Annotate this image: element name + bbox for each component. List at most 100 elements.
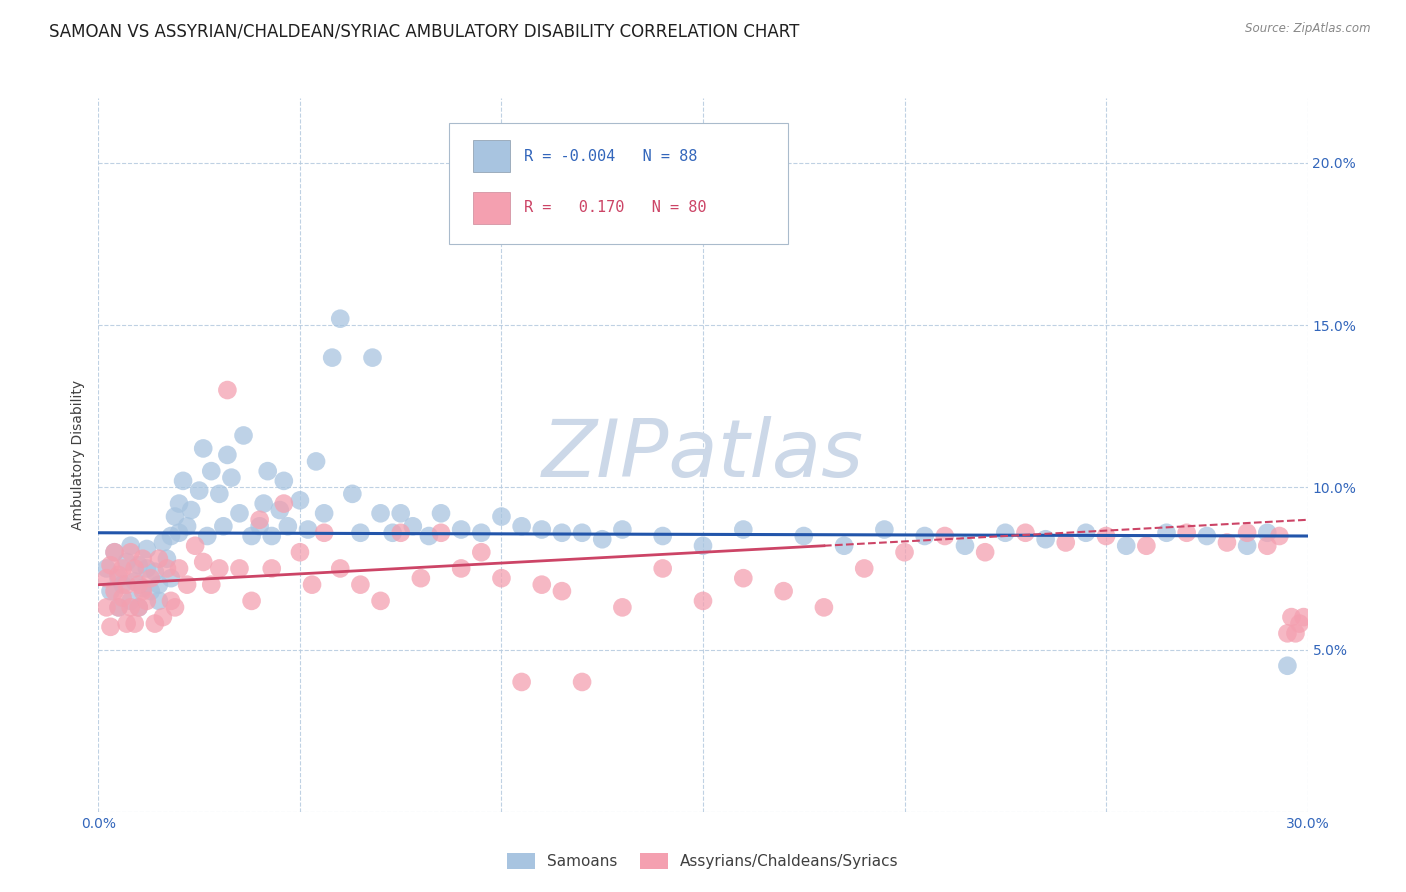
Point [301, 577, 323, 591]
Point [1135, 539, 1157, 553]
Point [733, 523, 755, 537]
Point [167, 561, 190, 575]
Point [612, 600, 634, 615]
Point [156, 561, 179, 575]
Point [96, 571, 118, 585]
Point [132, 581, 155, 595]
Point [124, 574, 146, 589]
Point [107, 600, 129, 615]
Point [934, 529, 956, 543]
Point [418, 529, 440, 543]
Point [200, 464, 222, 478]
Point [551, 525, 574, 540]
Point [240, 529, 263, 543]
Point [107, 568, 129, 582]
Point [143, 616, 166, 631]
Point [232, 428, 254, 442]
Point [314, 506, 336, 520]
Point [124, 561, 146, 575]
Point [128, 558, 150, 573]
Y-axis label: Ambulatory Disability: Ambulatory Disability [72, 380, 86, 530]
Point [217, 448, 239, 462]
Point [1095, 529, 1118, 543]
Point [832, 539, 855, 553]
Point [139, 571, 162, 585]
Point [160, 529, 183, 543]
Point [1284, 626, 1306, 640]
Point [256, 464, 278, 478]
Point [1175, 525, 1198, 540]
Text: R =   0.170   N = 80: R = 0.170 N = 80 [524, 200, 707, 215]
Point [167, 525, 190, 540]
Point [96, 600, 118, 615]
Point [132, 584, 155, 599]
Point [152, 535, 174, 549]
Point [389, 525, 412, 540]
Point [208, 487, 231, 501]
Point [297, 523, 319, 537]
Point [430, 525, 453, 540]
Point [176, 519, 198, 533]
Point [135, 541, 157, 556]
Point [1216, 535, 1239, 549]
Point [314, 525, 336, 540]
Point [329, 561, 352, 575]
Point [277, 519, 299, 533]
Point [450, 561, 472, 575]
Point [111, 561, 134, 575]
Point [571, 675, 593, 690]
Bar [474, 192, 509, 224]
Point [269, 503, 291, 517]
Point [139, 584, 162, 599]
Point [120, 545, 142, 559]
Point [1156, 525, 1178, 540]
Point [184, 539, 207, 553]
Point [156, 551, 179, 566]
Point [228, 561, 250, 575]
Point [1268, 529, 1291, 543]
FancyBboxPatch shape [449, 123, 787, 244]
Point [349, 577, 371, 591]
Point [193, 555, 215, 569]
Point [200, 577, 222, 591]
Point [1054, 535, 1077, 549]
Point [1195, 529, 1218, 543]
Point [370, 594, 392, 608]
Point [148, 594, 170, 608]
Point [1256, 539, 1278, 553]
Point [893, 545, 915, 559]
Point [530, 523, 553, 537]
Point [288, 493, 311, 508]
Point [692, 539, 714, 553]
Point [128, 600, 150, 615]
Point [651, 561, 673, 575]
Point [100, 558, 122, 573]
Point [953, 539, 976, 553]
Point [914, 529, 936, 543]
Point [180, 503, 202, 517]
Point [1277, 626, 1299, 640]
Point [381, 525, 404, 540]
Point [1014, 525, 1036, 540]
Point [160, 571, 183, 585]
Point [450, 523, 472, 537]
Point [530, 577, 553, 591]
Point [994, 525, 1017, 540]
Point [612, 523, 634, 537]
Point [491, 571, 513, 585]
Point [228, 506, 250, 520]
Point [148, 551, 170, 566]
Point [208, 561, 231, 575]
Point [96, 561, 118, 575]
Point [249, 513, 271, 527]
Point [470, 545, 492, 559]
Point [329, 311, 352, 326]
Point [120, 594, 142, 608]
Point [1035, 533, 1057, 547]
Point [128, 600, 150, 615]
Point [115, 616, 138, 631]
Point [1256, 525, 1278, 540]
Point [120, 600, 142, 615]
Point [188, 483, 211, 498]
Point [1281, 610, 1303, 624]
